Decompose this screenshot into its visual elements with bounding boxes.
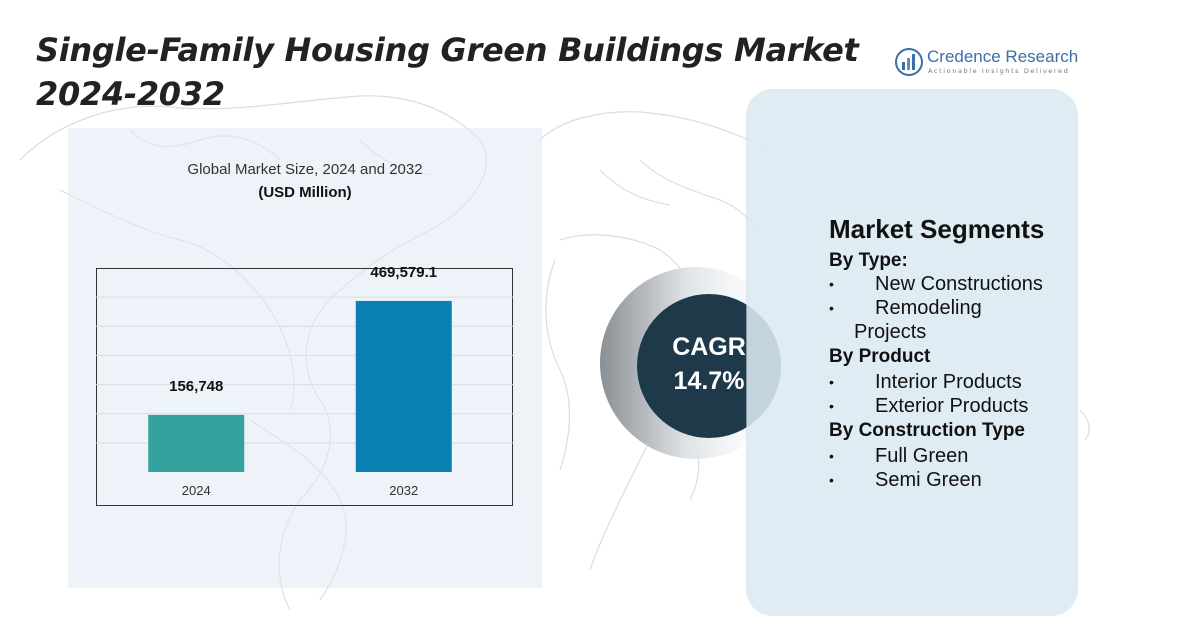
- logo-name: Credence Research: [927, 47, 1079, 66]
- bar-chart: 156,748 2024 469,579.1 2032: [96, 264, 513, 498]
- chart-subtitle: (USD Million): [258, 184, 352, 201]
- bullet-icon: •: [829, 472, 834, 488]
- cagr-circle: [637, 294, 781, 438]
- segment-item-continuation: Projects: [854, 321, 927, 343]
- bullet-icon: •: [829, 374, 834, 390]
- chart-title: Global Market Size, 2024 and 2032: [187, 161, 423, 178]
- cagr-value: 14.7%: [673, 367, 745, 395]
- market-segments-card: [747, 90, 1077, 615]
- cagr-badge: [600, 267, 792, 459]
- x-tick-label-2032: 2032: [389, 483, 418, 498]
- bullet-icon: •: [829, 448, 834, 464]
- bullet-icon: •: [829, 398, 834, 414]
- segment-heading-construction: By Construction Type: [829, 420, 1025, 441]
- segment-heading-type: By Type:: [829, 250, 908, 271]
- chart-frame: [96, 268, 513, 506]
- x-tick-label-2024: 2024: [182, 483, 211, 498]
- bullet-icon: •: [829, 300, 834, 316]
- chart-panel: [68, 128, 542, 588]
- logo-tagline: Actionable Insights Delivered: [928, 67, 1070, 75]
- bar-2032: [355, 300, 452, 472]
- bar-chart-logo-icon: [895, 48, 923, 76]
- credence-research-logo: Credence Research Actionable Insights De…: [895, 46, 1085, 80]
- segments-title: Market Segments: [829, 214, 1045, 244]
- cagr-label: CAGR: [672, 333, 746, 361]
- bar-2024: [148, 414, 245, 472]
- bullet-icon: •: [829, 276, 834, 292]
- page-title: Single-Family Housing Green Buildings Ma…: [36, 31, 859, 113]
- data-label-2024: 156,748: [169, 378, 223, 395]
- data-label-2032: 469,579.1: [370, 264, 437, 281]
- segment-heading-product: By Product: [829, 346, 931, 367]
